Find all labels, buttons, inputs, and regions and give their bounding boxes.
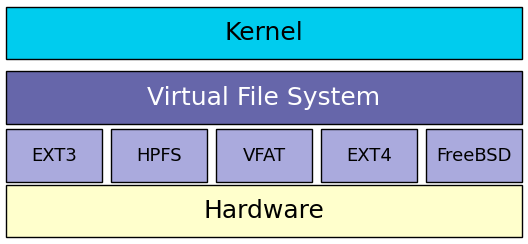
FancyBboxPatch shape [426,129,522,182]
Text: Hardware: Hardware [204,199,324,223]
FancyBboxPatch shape [6,129,102,182]
Text: EXT4: EXT4 [346,147,392,164]
FancyBboxPatch shape [216,129,312,182]
Text: HPFS: HPFS [136,147,182,164]
FancyBboxPatch shape [111,129,207,182]
FancyBboxPatch shape [6,185,522,237]
Text: FreeBSD: FreeBSD [436,147,512,164]
Text: Virtual File System: Virtual File System [147,86,381,110]
Text: Kernel: Kernel [224,21,304,45]
Text: EXT3: EXT3 [31,147,77,164]
FancyBboxPatch shape [6,71,522,124]
FancyBboxPatch shape [6,7,522,59]
FancyBboxPatch shape [321,129,417,182]
Text: VFAT: VFAT [242,147,286,164]
